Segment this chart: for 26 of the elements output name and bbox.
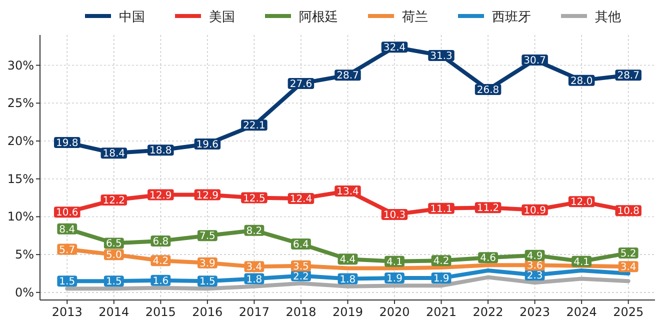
legend-label: 阿根廷 xyxy=(299,10,338,25)
y-tick-label: 30% xyxy=(7,58,34,72)
x-tick-label: 2021 xyxy=(426,305,457,319)
x-tick-label: 2013 xyxy=(52,305,82,319)
x-tick-label: 2018 xyxy=(286,305,316,319)
legend-label: 美国 xyxy=(209,9,235,25)
y-tick-label: 10% xyxy=(7,210,34,224)
legend-label: 中国 xyxy=(119,10,145,25)
y-tick-label: 25% xyxy=(7,96,34,110)
x-tick-label: 2015 xyxy=(145,305,176,319)
legend-label: 荷兰 xyxy=(402,10,428,25)
x-tick-label: 2019 xyxy=(332,305,364,319)
x-tick-label: 2016 xyxy=(192,305,223,319)
y-tick-label: 15% xyxy=(7,172,34,186)
x-tick-label: 2017 xyxy=(238,305,270,319)
x-tick-label: 2025 xyxy=(613,305,644,319)
y-tick-label: 0% xyxy=(14,285,34,300)
x-tick-label: 2023 xyxy=(520,305,550,319)
y-tick-label: 5% xyxy=(14,248,34,262)
y-tick-label: 20% xyxy=(7,134,34,148)
x-tick-label: 2014 xyxy=(98,305,130,319)
x-tick-label: 2022 xyxy=(472,305,504,319)
legend-label: 其他 xyxy=(595,10,621,25)
legend-label: 西班牙 xyxy=(492,10,531,25)
x-tick-label: 2024 xyxy=(566,305,597,319)
x-tick-label: 2020 xyxy=(379,305,410,319)
